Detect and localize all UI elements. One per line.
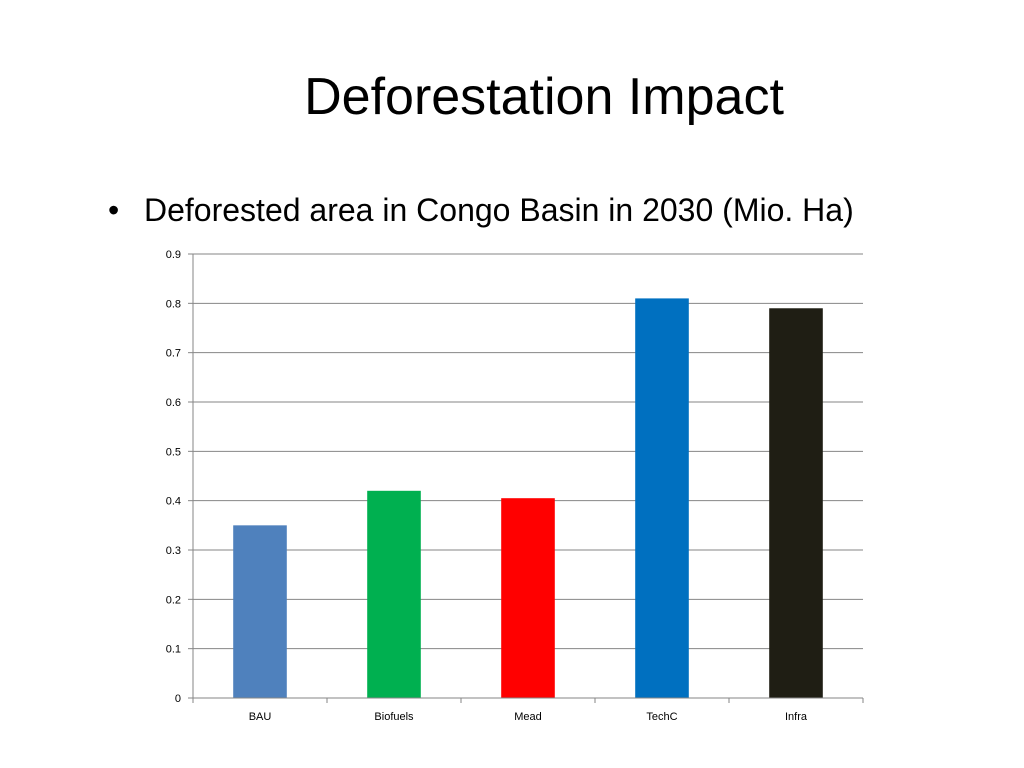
y-tick-label: 0.3 [166,545,181,557]
y-tick-label: 0.7 [166,348,181,360]
y-tick-label: 0.5 [166,446,181,458]
y-tick-label: 0.8 [166,298,181,310]
slide-title: Deforestation Impact [304,68,784,126]
y-tick-label: 0.9 [166,249,181,261]
y-tick-label: 0.1 [166,644,181,656]
bullet-item: • Deforested area in Congo Basin in 2030 … [108,188,854,232]
tick-labels: 0 0.1 0.2 0.3 0.4 0.5 0.6 0.7 0.8 0.9 BAU Biofuels M… [166,249,808,723]
x-tick-label: BAU [249,711,272,723]
bar-infra [769,308,823,698]
x-tick-label: TechC [646,711,677,723]
axes [188,253,864,703]
y-tick-label: 0 [175,693,181,705]
bar-techc [635,298,689,698]
bar-mead [501,498,555,698]
y-tick-label: 0.4 [166,496,181,508]
bar-biofuels [367,490,421,698]
x-tick-label: Mead [514,711,542,723]
bar-bau [233,525,287,698]
y-tick-label: 0.2 [166,594,181,606]
y-tick-label: 0.6 [166,397,181,409]
x-tick-label: Biofuels [374,711,414,723]
bars [233,298,823,698]
bullet-marker: • [108,192,120,228]
x-tick-label: Infra [785,711,808,723]
bullet-text: Deforested area in Congo Basin in 2030 (… [144,192,854,228]
